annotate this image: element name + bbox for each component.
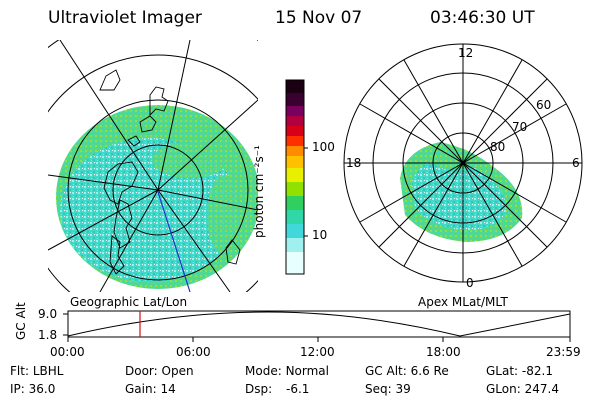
gain-field: Gain: 14: [125, 382, 176, 396]
mode-field: Mode: Normal: [245, 364, 329, 378]
mlt-meridians: [344, 44, 582, 282]
glon-value: 247.4: [524, 382, 559, 396]
glat-value: -82.1: [521, 364, 553, 378]
geographic-panel-label: Geographic Lat/Lon: [70, 295, 188, 309]
satellite-track: [157, 191, 191, 292]
glon-label: GLon:: [486, 382, 521, 396]
colorbar-units: photon cm⁻²s⁻¹: [252, 145, 266, 238]
filter-field: Flt: LBHL: [10, 364, 63, 378]
mlt-label-dawn: 6: [572, 156, 580, 170]
gain-label: Gain:: [125, 382, 157, 396]
latitude-circles: [48, 40, 258, 292]
geographic-panel: [48, 40, 258, 292]
coastlines: [99, 69, 241, 275]
filter-label: Flt:: [10, 364, 29, 378]
filter-value: LBHL: [32, 364, 64, 378]
altitude-plot: [63, 310, 571, 342]
dsp-value: -6.1: [285, 382, 310, 396]
ip-label: IP:: [10, 382, 25, 396]
seq-label: Seq:: [365, 382, 392, 396]
color-bar: [285, 79, 308, 275]
seq-value: 39: [395, 382, 411, 396]
seq-field: Seq: 39: [365, 382, 411, 396]
mlat-label-80: 80: [490, 140, 506, 154]
dsp-label: Dsp:: [245, 382, 273, 396]
gain-value: 14: [160, 382, 176, 396]
mode-label: Mode:: [245, 364, 282, 378]
glat-label: GLat:: [486, 364, 519, 378]
longitude-lines: [48, 40, 258, 292]
mlat-label-70: 70: [512, 120, 528, 134]
altitude-ytick-high: 9.0: [38, 307, 58, 321]
altitude-ytick-low: 1.8: [38, 328, 58, 342]
date-label: 15 Nov 07: [275, 8, 363, 28]
polar-panel: [343, 43, 583, 283]
instrument-title: Ultraviolet Imager: [48, 8, 202, 28]
gc-alt-label: GC Alt:: [365, 364, 407, 378]
glon-field: GLon: 247.4: [486, 382, 559, 396]
door-value: Open: [161, 364, 194, 378]
glat-field: GLat: -82.1: [486, 364, 553, 378]
dsp-field: Dsp: -6.1: [245, 382, 309, 396]
mlt-label-dusk: 18: [346, 156, 362, 170]
time-label: 03:46:30 UT: [430, 8, 535, 28]
aurora-emission-geographic: [56, 105, 258, 289]
time-tick-1200: 12:00: [300, 345, 335, 359]
mlat-label-60: 60: [536, 98, 552, 112]
time-tick-2359: 23:59: [546, 345, 581, 359]
time-tick-0600: 06:00: [176, 345, 211, 359]
aurora-emission-polar: [400, 142, 523, 242]
time-tick-1800: 18:00: [426, 345, 461, 359]
time-tick-0000: 00:00: [50, 345, 85, 359]
mlt-label-noon: 12: [458, 46, 474, 60]
gc-alt-value: 6.6 Re: [410, 364, 449, 378]
mode-value: Normal: [285, 364, 329, 378]
ip-field: IP: 36.0: [10, 382, 55, 396]
door-field: Door: Open: [125, 364, 194, 378]
gc-alt-field: GC Alt: 6.6 Re: [365, 364, 449, 378]
door-label: Door:: [125, 364, 158, 378]
polar-panel-label: Apex MLat/MLT: [418, 295, 508, 309]
altitude-curve: [67, 311, 571, 337]
colorbar-tick-10: 10: [312, 228, 328, 242]
altitude-ylabel: GC Alt: [14, 302, 28, 340]
ip-value: 36.0: [28, 382, 56, 396]
mlt-label-midnight: 0: [466, 276, 474, 290]
colorbar-tick-100: 100: [312, 140, 335, 154]
